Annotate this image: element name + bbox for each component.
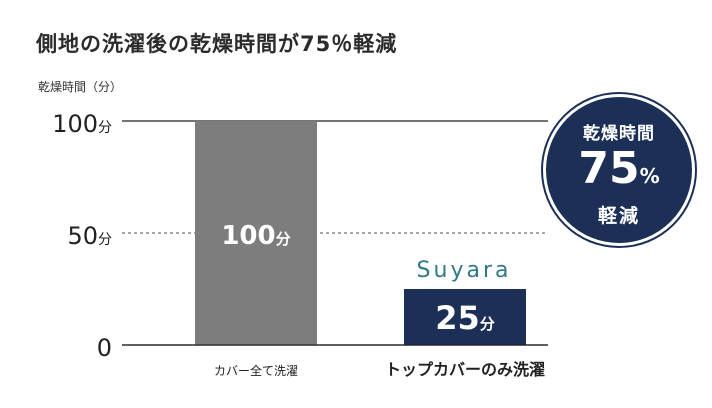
badge-value: 75% [546,143,692,194]
x-tick-label-2: トップカバーのみ洗濯 [385,360,545,379]
y-tick-label-0: 0 [97,334,112,362]
bar-value-label-2: 25分 [435,299,495,337]
chart-title: 側地の洗濯後の乾燥時間が75％軽減 [36,32,398,56]
reduction-badge: 乾燥時間 75% 軽減 [543,94,695,246]
bar-value-label-1: 100分 [221,221,290,251]
suyara-logo: Suyara [416,258,512,283]
badge-caption: 軽減 [597,205,640,227]
badge-label: 乾燥時間 [583,124,655,144]
x-tick-label-1: カバー全て洗濯 [214,363,298,378]
bar-1 [195,121,317,345]
y-axis-label: 乾燥時間（分） [38,80,123,94]
y-tick-label-50: 50分 [67,222,112,250]
y-tick-label-100: 100分 [52,110,112,138]
bar-2 [404,289,526,345]
badge-number: 75 [578,143,640,194]
badge-unit: % [639,164,660,188]
